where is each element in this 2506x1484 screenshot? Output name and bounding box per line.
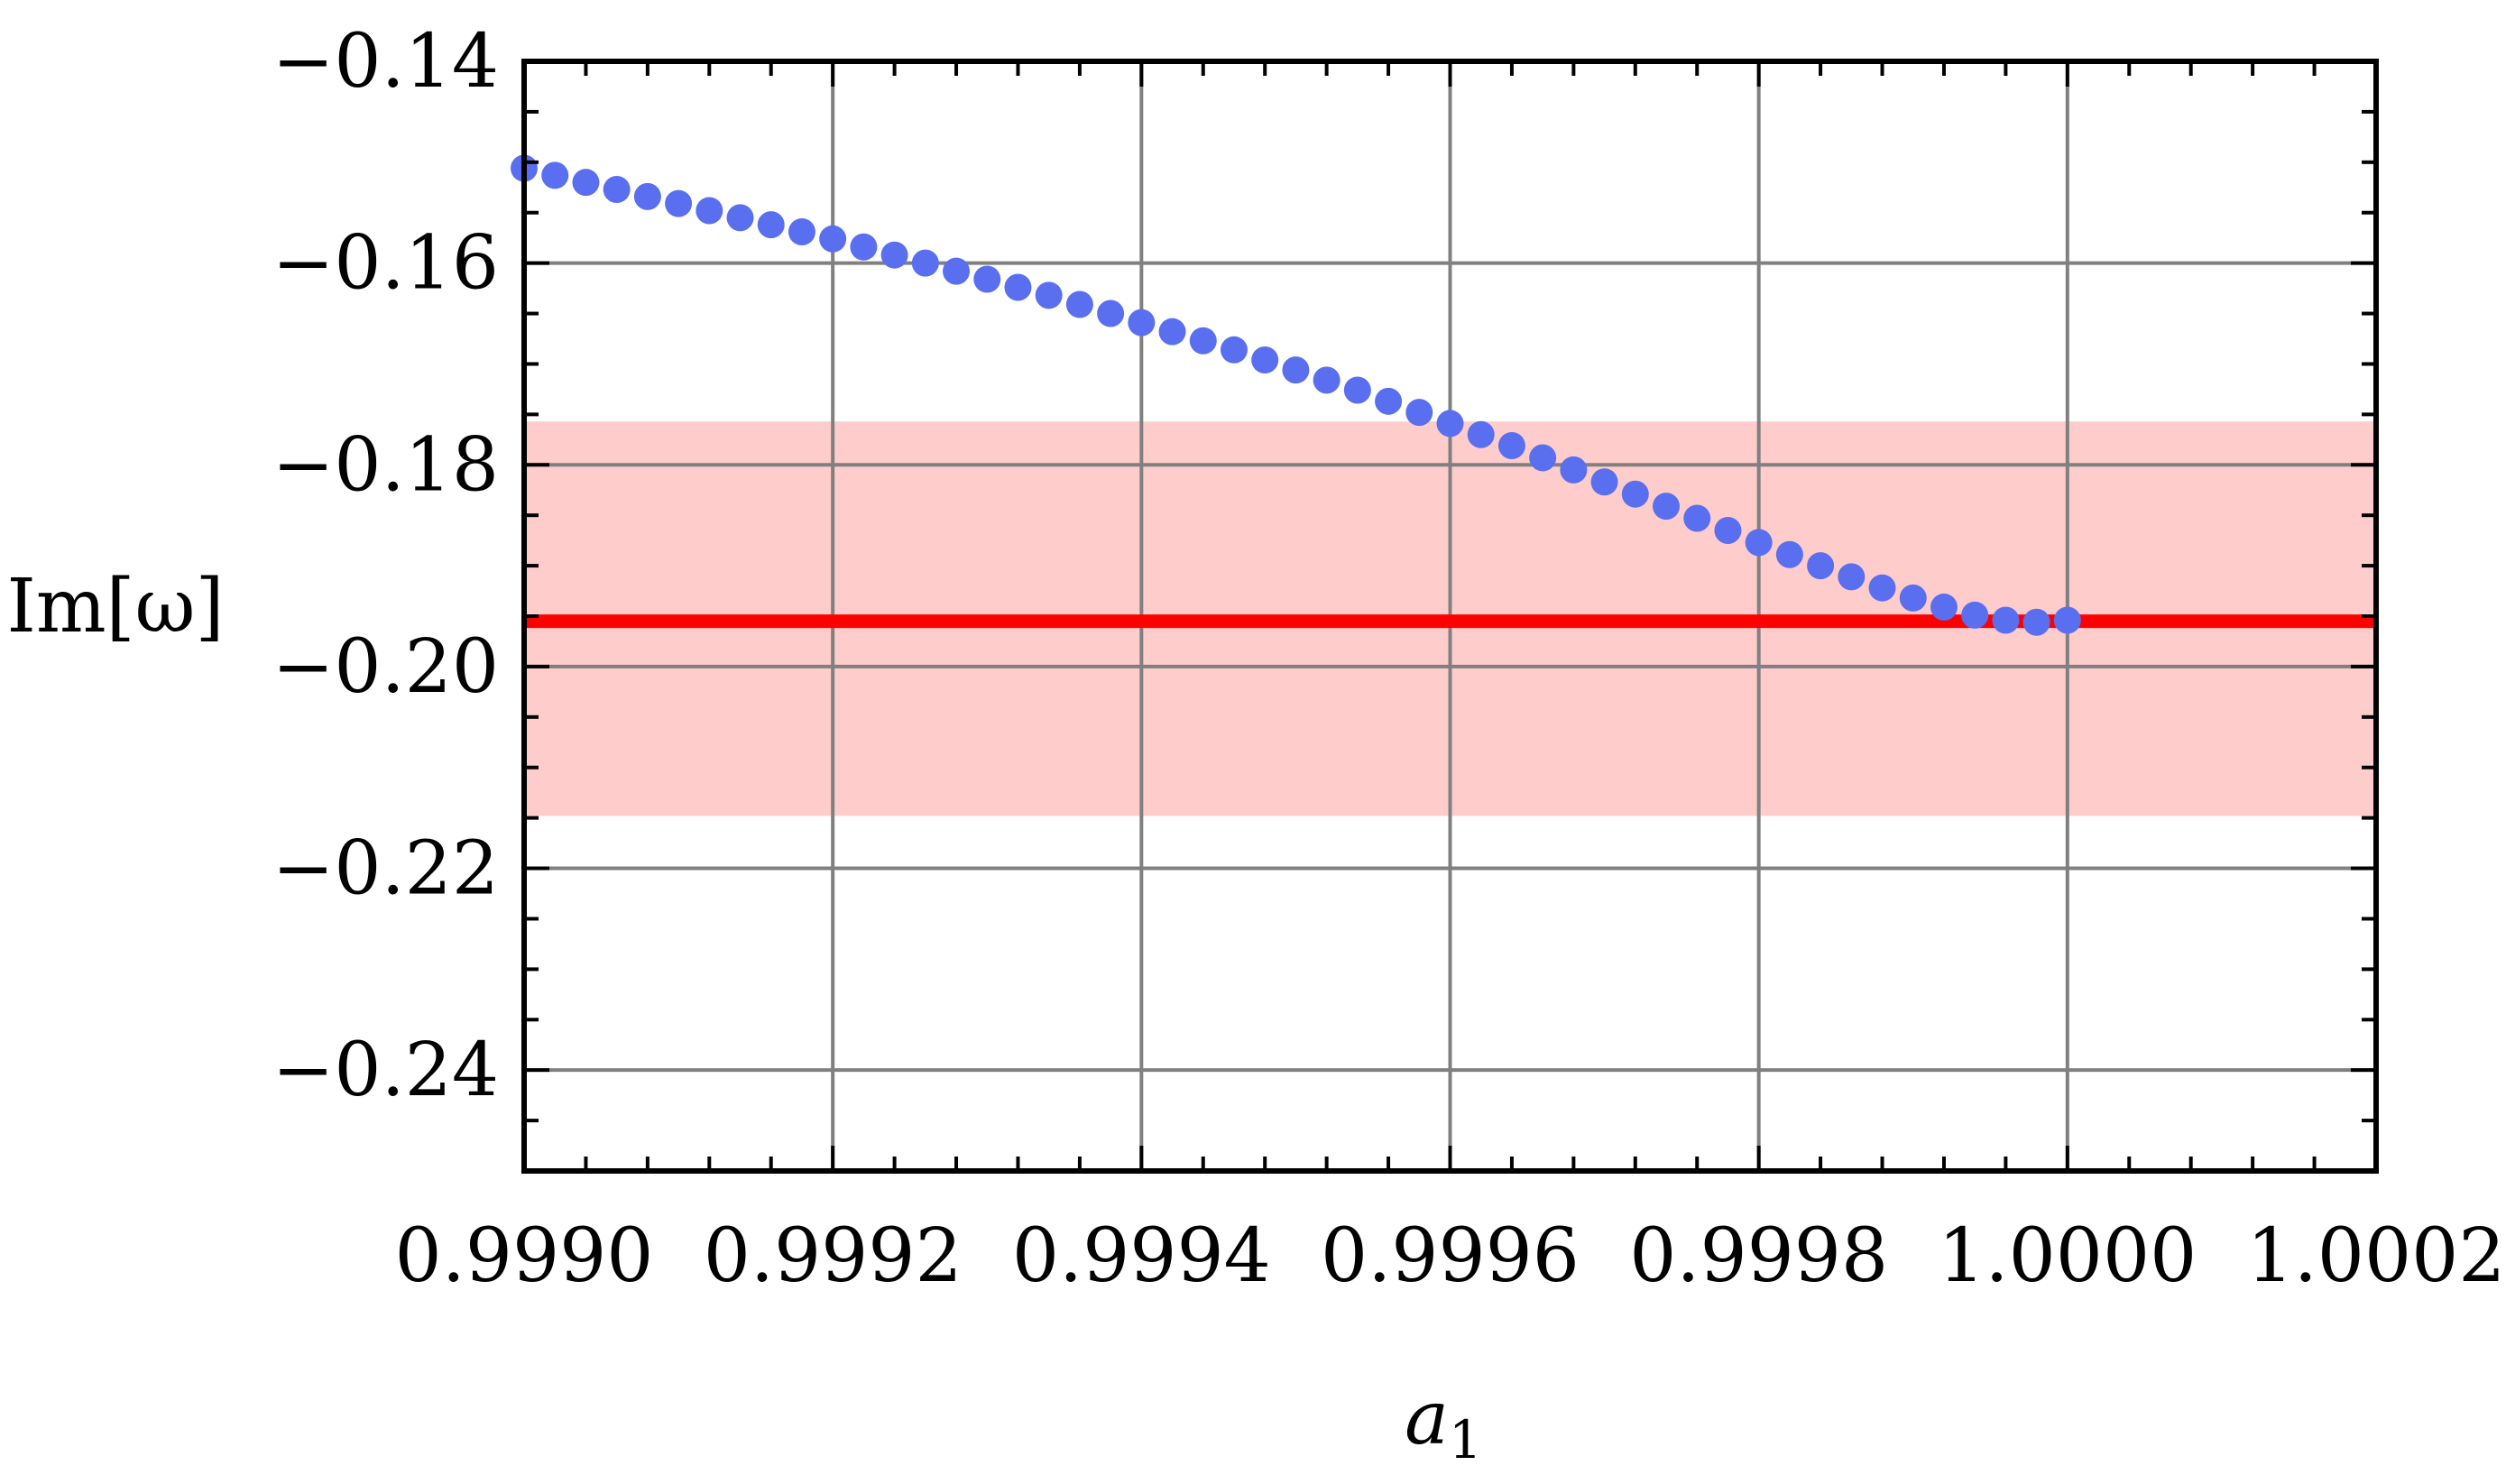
x-tick-label: 1.0000 [1938,1213,2197,1299]
data-point [1343,376,1371,404]
data-point [603,176,631,204]
data-point [1375,387,1403,415]
y-tick-label: −0.14 [272,19,499,105]
x-axis-title: a1 [1405,1376,1482,1470]
data-point [1775,540,1803,568]
data-point [943,257,971,285]
data-point [541,161,569,189]
data-point [850,233,878,261]
x-tick-label: 0.9996 [1321,1213,1580,1299]
data-point [1097,300,1125,327]
x-tick-label: 0.9992 [704,1213,963,1299]
data-point [1961,601,1989,629]
x-axis-title-subscript: 1 [1449,1409,1482,1470]
data-point [665,189,693,217]
data-point [1930,593,1958,621]
y-tick-label: −0.22 [272,826,499,912]
data-point [1683,504,1711,532]
data-point [2053,606,2081,634]
data-point [1653,493,1681,521]
data-point [1467,420,1495,448]
data-point [1745,529,1773,557]
data-point [1590,468,1618,496]
x-axis-title-symbol: a [1405,1376,1449,1461]
data-point [1497,432,1525,460]
data-point [1189,327,1217,355]
data-points-layer [511,154,2081,636]
data-point [1560,456,1588,484]
data-point [1868,574,1896,602]
data-point [1282,356,1310,384]
data-point [1220,336,1248,364]
x-tick-label: 0.9998 [1629,1213,1888,1299]
data-point [1838,563,1866,591]
tick-labels-layer: 0.9990 0.9992 0.9994 0.9996 0.9998 1.0000 1.00… [272,19,2506,1299]
data-point [726,204,754,232]
data-point [819,225,847,253]
y-tick-label: −0.24 [272,1028,499,1113]
data-point [911,249,939,277]
data-point [1128,309,1156,336]
data-point [2022,608,2050,636]
y-tick-label: −0.16 [272,221,499,307]
data-point [633,182,661,210]
data-point [1065,290,1093,318]
data-point [1807,552,1835,580]
tick-marks-layer [522,60,2378,1173]
data-point [1899,584,1927,612]
x-tick-label: 0.9994 [1012,1213,1271,1299]
data-point [1436,410,1464,438]
data-point [1405,399,1433,427]
x-tick-label: 1.0002 [2247,1213,2506,1299]
data-point [788,217,815,245]
data-point [1621,480,1649,508]
data-point [1992,606,2020,634]
data-point [1004,273,1032,301]
data-point [1251,346,1279,373]
data-point [696,197,723,225]
y-tick-label: −0.18 [272,422,499,508]
data-point [1714,516,1742,544]
data-point [1158,318,1186,346]
data-point [1529,444,1557,472]
data-point [880,241,908,269]
data-point [572,169,600,197]
data-point [973,265,1001,293]
data-point [1035,281,1063,309]
data-point [1313,366,1341,394]
y-axis-title: Im[ω] [7,564,225,650]
data-point [757,211,785,239]
x-tick-label: 0.9990 [395,1213,654,1299]
y-tick-label: −0.20 [272,624,499,710]
